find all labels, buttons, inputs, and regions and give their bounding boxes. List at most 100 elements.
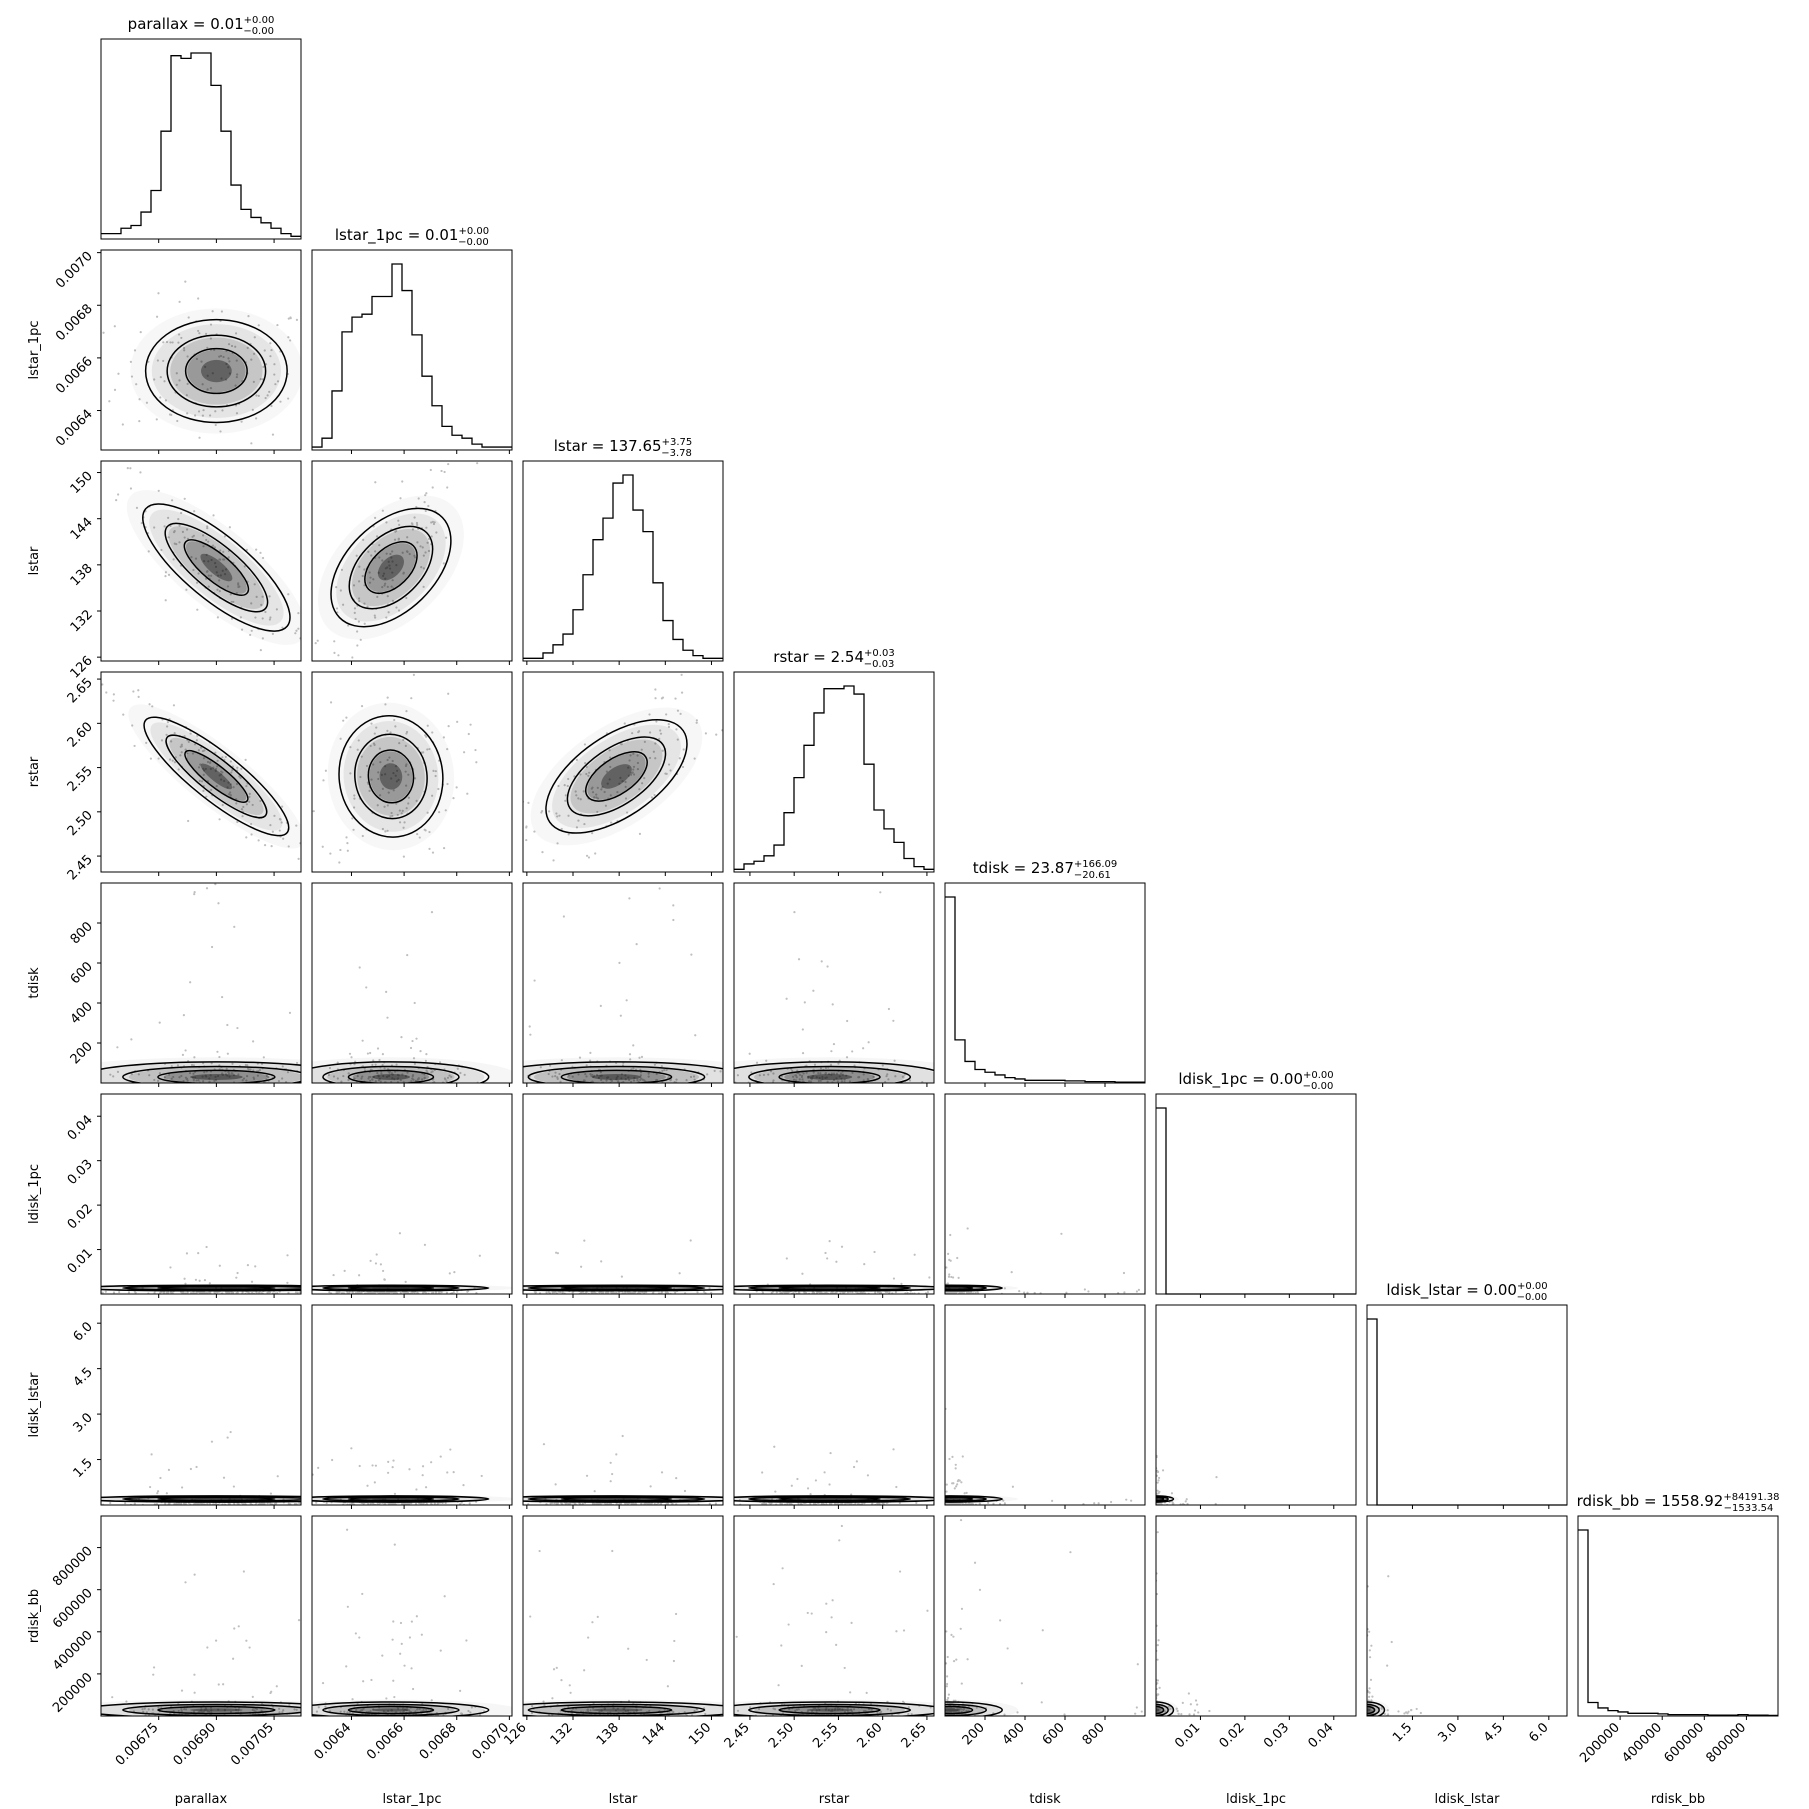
density-level [369,751,413,802]
sample-point [659,729,662,732]
hist-panel-parallax: parallax = 0.01+0.00 −0.00 [100,15,302,240]
sample-point [802,1072,805,1075]
contour-line [560,1069,673,1083]
x-axis-label: rdisk_bb [1651,1792,1705,1807]
sample-point [654,688,657,691]
sample-point [164,571,168,574]
sample-point [377,777,380,781]
sample-point [219,549,222,552]
sample-point [252,1076,255,1079]
sample-point [400,1642,403,1645]
sample-point [302,620,304,622]
sample-point [398,821,402,824]
sample-point [403,1708,407,1711]
sample-point [201,1502,204,1505]
sample-point [1419,1711,1422,1715]
sample-point [250,629,253,632]
title-lower-error: −0.00 [1517,1292,1548,1303]
sample-point [603,790,606,794]
sample-point [442,846,446,850]
sample-point [188,1071,192,1075]
sample-point [288,1703,291,1706]
sample-point [992,1502,995,1505]
sample-point [1137,1288,1141,1291]
sample-point [372,1075,376,1079]
sample-point [426,541,429,544]
sample-point [798,1073,802,1077]
panel-rdisk_bb-vs-tdisk [944,1515,1146,1717]
sample-point [366,1484,369,1487]
y-tick-label: 0.0068 [53,301,96,344]
sample-point [214,410,217,413]
sample-point [636,768,640,771]
sample-point [907,1706,910,1709]
sample-point [834,1707,837,1710]
hist-line-rstar [734,685,934,870]
sample-point [563,784,566,787]
sample-point [815,1076,818,1079]
sample-point [201,534,205,537]
sample-point [429,468,432,472]
x-tick-label: 2.65 [899,1720,930,1751]
sample-point [389,731,392,734]
sample-point [892,1277,896,1280]
sample-point [460,1712,463,1715]
sample-point [809,1080,812,1083]
sample-point [666,1502,669,1505]
sample-point [287,845,290,848]
sample-point [247,1291,250,1294]
sample-point [246,1067,250,1070]
contour-line [945,1701,1003,1716]
sample-point [478,1254,481,1257]
sample-point [361,1039,364,1042]
sample-point [184,1581,187,1584]
sample-point [397,538,400,541]
sample-point [198,1279,201,1282]
panel-frame [733,1093,935,1295]
sample-point [629,1058,632,1061]
sample-point [190,556,193,559]
sample-point [628,1053,632,1056]
sample-point [907,1713,910,1716]
sample-point [226,1052,229,1055]
density-level [149,509,284,626]
x-tick-label: 0.04 [1306,1720,1337,1751]
sample-point [325,1501,328,1505]
sample-point [376,595,379,598]
sample-point [192,1072,195,1075]
title-lower-error: −1533.54 [1724,1503,1774,1514]
contour-line [122,1496,301,1502]
sample-point [412,1057,416,1060]
sample-point [186,1079,189,1082]
density-level [552,724,681,829]
sample-point [629,1291,632,1294]
sample-point [370,1078,374,1081]
sample-point [574,790,577,793]
sample-point [955,1502,959,1505]
sample-point [830,1072,834,1075]
sample-point [351,656,354,659]
sample-point [661,749,664,752]
sample-point [780,1644,783,1647]
sample-point [177,341,180,344]
sample-point [250,602,253,605]
sample-point [180,1689,184,1692]
sample-point [1410,1709,1413,1712]
sample-point [1156,1481,1159,1484]
sample-point [384,703,387,706]
sample-point [675,1078,678,1081]
sample-point [655,720,658,723]
sample-point [351,1698,354,1701]
sample-point [215,767,218,770]
sample-point [192,1710,196,1713]
panel-ldisk_lstar-vs-parallax [100,1304,302,1506]
sample-point [667,722,670,726]
sample-point [253,336,256,339]
sample-point [960,1708,963,1711]
panel-ldisk_lstar-vs-rstar [733,1304,935,1506]
sample-point [260,603,263,606]
sample-point [776,1498,780,1501]
sample-point [369,576,372,579]
sample-point [262,1056,265,1059]
sample-point [278,817,282,821]
